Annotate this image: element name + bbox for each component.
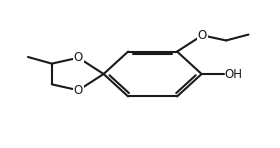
Text: O: O xyxy=(74,51,83,64)
Text: O: O xyxy=(198,29,207,42)
Text: OH: OH xyxy=(225,67,243,81)
Text: O: O xyxy=(74,84,83,97)
